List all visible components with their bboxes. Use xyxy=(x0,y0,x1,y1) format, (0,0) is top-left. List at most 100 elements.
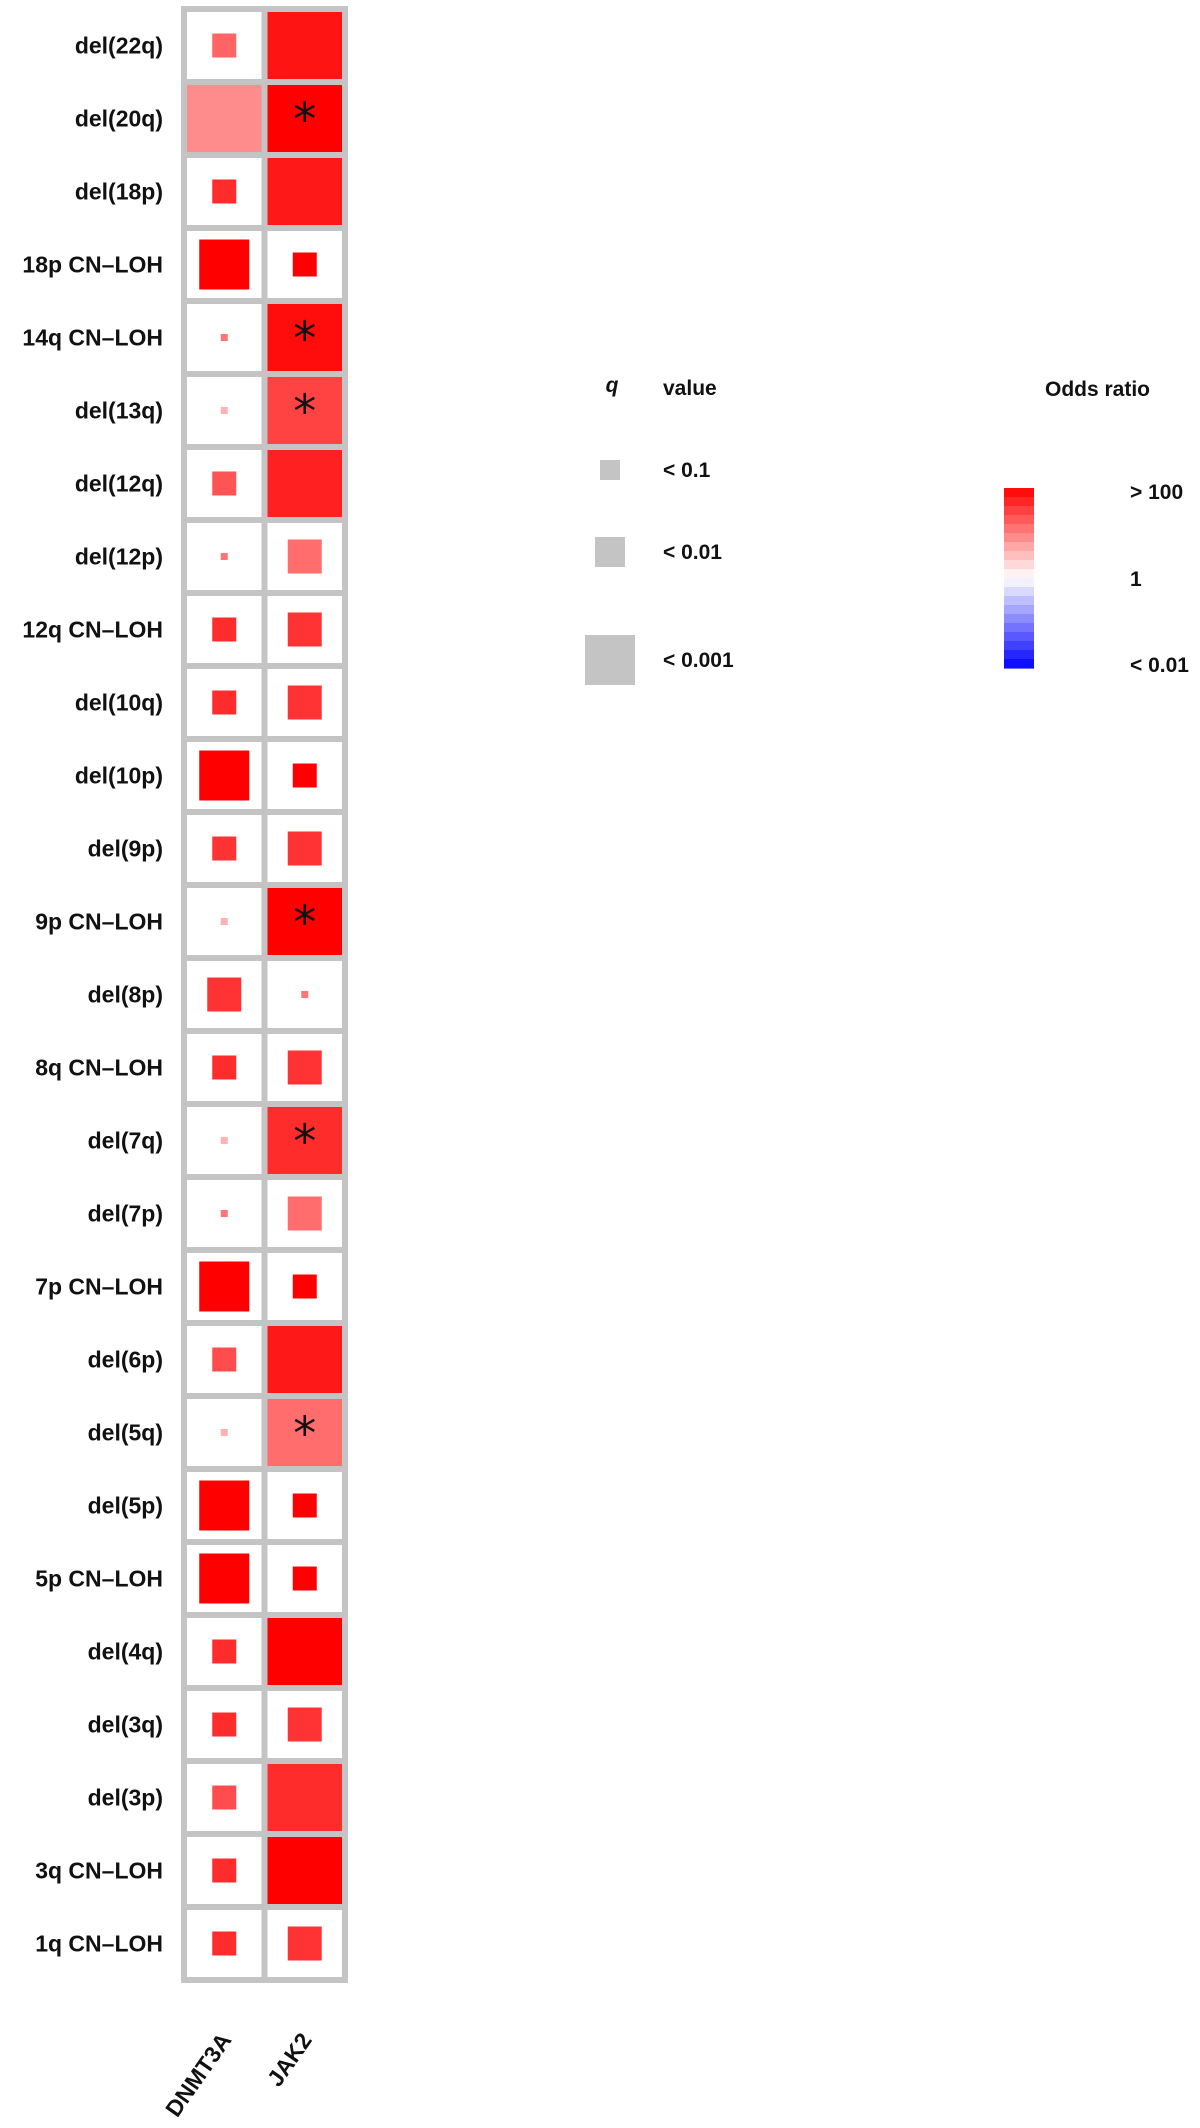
row-label: del(4q) xyxy=(88,1639,163,1665)
odds-ratio-square xyxy=(220,1137,228,1144)
q-value-legend: q value < 0.1 < 0.01 < 0.001 xyxy=(585,374,734,685)
row-label: del(10q) xyxy=(75,690,163,716)
odds-ratio-square xyxy=(287,1196,322,1231)
row-label: 5p CN–LOH xyxy=(35,1566,163,1592)
odds-ratio-square xyxy=(292,252,317,277)
odds-ratio-square xyxy=(267,12,342,79)
odds-ratio-square xyxy=(287,685,322,720)
odds-ratio-legend-swatch xyxy=(1004,524,1034,534)
row-label: del(12p) xyxy=(75,544,163,570)
odds-ratio-square xyxy=(220,1429,228,1436)
odds-ratio-legend-swatch xyxy=(1004,569,1034,579)
row-label: del(3q) xyxy=(88,1712,163,1738)
row-label: 9p CN–LOH xyxy=(35,909,163,935)
row-label: del(5q) xyxy=(88,1420,163,1446)
row-label: 14q CN–LOH xyxy=(22,325,163,351)
row-label: del(22q) xyxy=(75,33,163,59)
row-label: 3q CN–LOH xyxy=(35,1858,163,1884)
odds-ratio-legend-swatch xyxy=(1004,488,1034,498)
odds-ratio-square xyxy=(287,539,322,574)
odds-ratio-legend-swatch xyxy=(1004,506,1034,516)
row-label: del(5p) xyxy=(88,1493,163,1519)
row-label: del(9p) xyxy=(88,836,163,862)
odds-ratio-square xyxy=(267,1837,342,1904)
row-label: del(7p) xyxy=(88,1201,163,1227)
q-value-legend-title: value xyxy=(663,377,717,400)
odds-ratio-square xyxy=(199,239,250,290)
column-labels: DNMT3A JAK2 xyxy=(160,2028,317,2121)
significance-asterisk: * xyxy=(293,1407,316,1461)
odds-ratio-legend-swatch xyxy=(1004,560,1034,570)
odds-ratio-square xyxy=(287,1926,322,1961)
odds-ratio-legend: Odds ratio > 100 1 < 0.01 xyxy=(1004,378,1189,677)
odds-ratio-square xyxy=(292,763,317,788)
q-value-legend-label: < 0.01 xyxy=(663,541,722,564)
odds-ratio-legend-swatch xyxy=(1004,551,1034,561)
row-label: del(10p) xyxy=(75,763,163,789)
odds-ratio-square xyxy=(267,1107,342,1174)
odds-ratio-square xyxy=(301,991,309,998)
significance-asterisk: * xyxy=(293,896,316,950)
odds-ratio-square xyxy=(292,1274,317,1299)
odds-ratio-square xyxy=(267,1618,342,1685)
odds-ratio-square xyxy=(287,831,322,866)
odds-ratio-square xyxy=(212,690,237,715)
odds-ratio-square xyxy=(220,407,228,414)
odds-ratio-square xyxy=(267,450,342,517)
odds-ratio-legend-swatch xyxy=(1004,650,1034,660)
odds-ratio-square xyxy=(287,1050,322,1085)
q-value-legend-square xyxy=(585,635,635,685)
odds-ratio-square xyxy=(207,977,242,1012)
row-label: del(7q) xyxy=(88,1128,163,1154)
odds-ratio-legend-swatch xyxy=(1004,497,1034,507)
odds-ratio-square xyxy=(212,471,237,496)
odds-ratio-square xyxy=(212,1785,237,1810)
row-label: 1q CN–LOH xyxy=(35,1931,163,1957)
row-label: del(3p) xyxy=(88,1785,163,1811)
odds-ratio-legend-swatch xyxy=(1004,515,1034,525)
odds-ratio-square xyxy=(187,85,262,152)
odds-ratio-square xyxy=(220,918,228,925)
odds-ratio-legend-swatch xyxy=(1004,659,1034,669)
odds-ratio-square xyxy=(199,1261,250,1312)
odds-ratio-square xyxy=(212,179,237,204)
odds-ratio-square xyxy=(267,1326,342,1393)
q-value-legend-label: < 0.1 xyxy=(663,459,711,482)
significance-asterisk: * xyxy=(293,1115,316,1169)
significance-asterisk: * xyxy=(293,312,316,366)
odds-ratio-legend-title: Odds ratio xyxy=(1045,378,1150,401)
heatmap-grid: * * * * * * xyxy=(181,6,348,1983)
odds-ratio-legend-swatch xyxy=(1004,623,1034,633)
row-label: del(6p) xyxy=(88,1347,163,1373)
odds-ratio-square xyxy=(220,1210,228,1217)
odds-ratio-legend-swatch xyxy=(1004,605,1034,615)
odds-ratio-square xyxy=(212,1931,237,1956)
odds-ratio-square xyxy=(287,1707,322,1742)
odds-ratio-square xyxy=(199,1553,250,1604)
odds-ratio-square xyxy=(212,1712,237,1737)
significance-asterisk: * xyxy=(293,385,316,439)
odds-ratio-square xyxy=(212,1858,237,1883)
odds-ratio-square xyxy=(212,1347,237,1372)
row-label: del(20q) xyxy=(75,106,163,132)
odds-ratio-square xyxy=(287,612,322,647)
odds-ratio-square xyxy=(220,334,228,341)
q-value-legend-label: < 0.001 xyxy=(663,649,734,672)
column-label: DNMT3A xyxy=(160,2028,236,2121)
row-labels: del(22q) del(20q) del(18p) 18p CN–LOH 14q CN… xyxy=(22,33,163,1957)
odds-ratio-legend-swatch xyxy=(1004,641,1034,651)
odds-ratio-square xyxy=(220,553,228,560)
column-label: JAK2 xyxy=(262,2028,317,2091)
odds-ratio-square xyxy=(267,888,342,955)
odds-ratio-square xyxy=(267,85,342,152)
odds-ratio-square xyxy=(267,377,342,444)
odds-ratio-square xyxy=(212,1639,237,1664)
odds-ratio-legend-label: < 0.01 xyxy=(1130,654,1189,677)
odds-ratio-legend-swatch xyxy=(1004,632,1034,642)
row-label: del(8p) xyxy=(88,982,163,1008)
odds-ratio-square xyxy=(199,750,250,801)
odds-ratio-square xyxy=(212,617,237,642)
q-value-legend-square xyxy=(595,537,625,567)
odds-ratio-square xyxy=(212,836,237,861)
odds-ratio-square xyxy=(267,158,342,225)
